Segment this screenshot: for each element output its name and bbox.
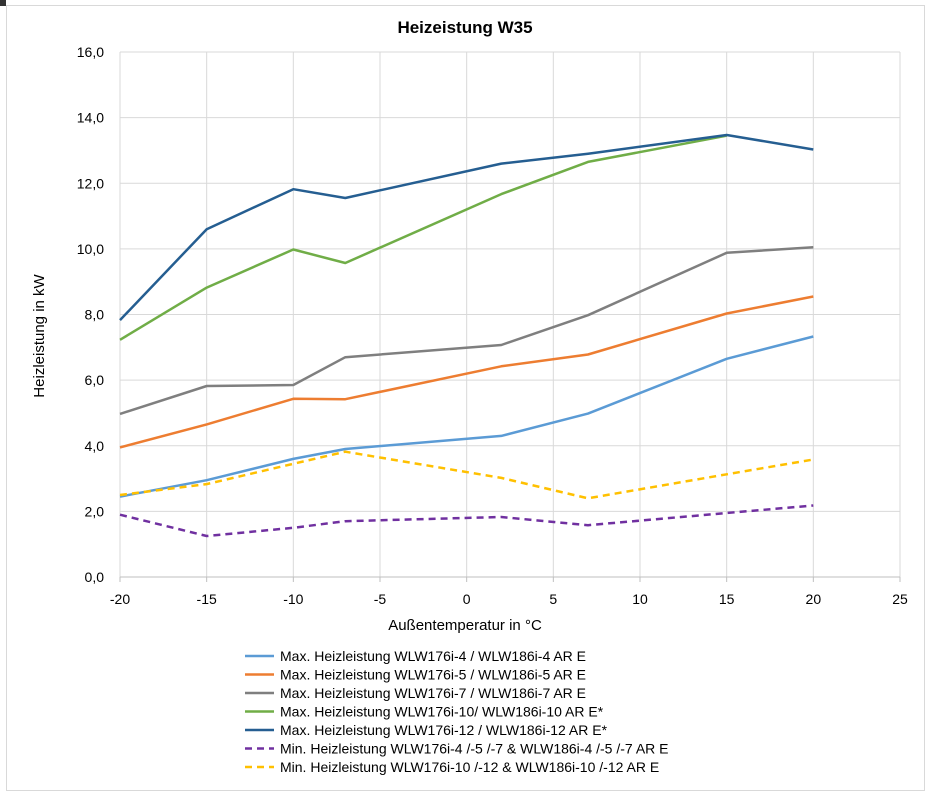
- legend-label: Max. Heizleistung WLW176i-7 / WLW186i-7 …: [280, 685, 586, 701]
- series-line: [119, 504, 814, 538]
- x-tick-label: 5: [549, 591, 557, 607]
- series-line: [119, 133, 814, 321]
- series-lines: [119, 133, 814, 538]
- x-tick-label: -15: [197, 591, 217, 607]
- legend-label: Min. Heizleistung WLW176i-4 /-5 /-7 & WL…: [280, 741, 669, 757]
- series-line: [119, 295, 814, 449]
- line-chart: -20 -15 -10 -5 0 5 10 15 20 25 0,0 2,0 4,0 6,0 8,0 10,0…: [31, 18, 908, 775]
- series-line: [119, 450, 814, 500]
- x-tick-label: -10: [283, 591, 303, 607]
- y-tick-label: 0,0: [85, 569, 105, 585]
- y-tick-label: 10,0: [77, 241, 104, 257]
- y-tick-label: 16,0: [77, 44, 104, 60]
- series-line: [119, 134, 727, 341]
- y-tick-label: 14,0: [77, 110, 104, 126]
- y-axis-title: Heizleistung in kW: [31, 273, 48, 397]
- x-tick-label: -20: [110, 591, 130, 607]
- legend: Max. Heizleistung WLW176i-4 / WLW186i-4 …: [245, 648, 669, 775]
- y-tick-label: 2,0: [85, 503, 105, 519]
- series-line: [119, 245, 814, 416]
- y-tick-label: 6,0: [85, 372, 105, 388]
- x-axis-title: Außentemperatur in °C: [388, 617, 542, 634]
- axes: -20 -15 -10 -5 0 5 10 15 20 25 0,0 2,0 4,0 6,0 8,0 10,0…: [77, 44, 908, 607]
- y-tick-label: 8,0: [85, 307, 105, 323]
- x-tick-label: 20: [806, 591, 822, 607]
- y-tick-label: 4,0: [85, 438, 105, 454]
- x-tick-label: 10: [632, 591, 648, 607]
- x-tick-label: 0: [463, 591, 471, 607]
- legend-label: Max. Heizleistung WLW176i-4 / WLW186i-4 …: [280, 648, 586, 664]
- x-tick-label: -5: [374, 591, 387, 607]
- legend-label: Max. Heizleistung WLW176i-12 / WLW186i-1…: [280, 722, 608, 738]
- legend-label: Max. Heizleistung WLW176i-5 / WLW186i-5 …: [280, 667, 586, 683]
- chart-title: Heizeistung W35: [397, 18, 532, 37]
- window-corner: [0, 0, 6, 6]
- x-tick-label: 15: [719, 591, 735, 607]
- series-line: [119, 335, 814, 498]
- legend-label: Max. Heizleistung WLW176i-10/ WLW186i-10…: [280, 704, 604, 720]
- gridlines: [119, 51, 901, 578]
- y-tick-label: 12,0: [77, 175, 104, 191]
- chart-frame: -20 -15 -10 -5 0 5 10 15 20 25 0,0 2,0 4,0 6,0 8,0 10,0…: [6, 5, 925, 791]
- legend-label: Min. Heizleistung WLW176i-10 /-12 & WLW1…: [280, 759, 659, 775]
- x-tick-label: 25: [892, 591, 908, 607]
